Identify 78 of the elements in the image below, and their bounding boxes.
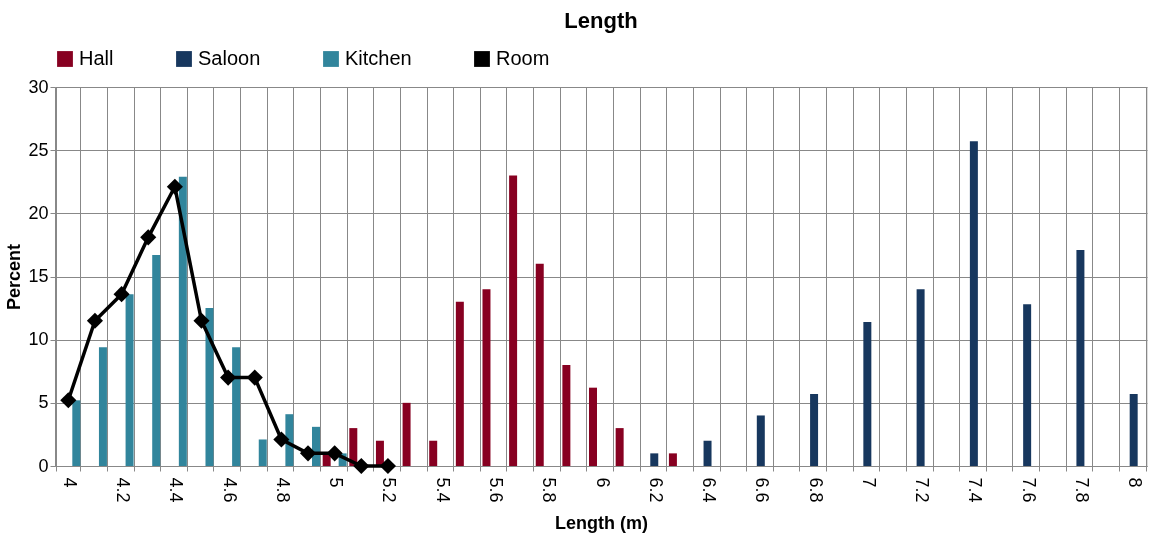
y-tick-label: 0 — [38, 455, 49, 476]
bar — [429, 440, 438, 466]
legend-label: Room — [496, 47, 550, 69]
bar — [810, 393, 819, 466]
legend-label: Kitchen — [345, 47, 412, 69]
x-tick-label: 7.4 — [965, 477, 986, 503]
bar — [650, 453, 659, 466]
x-tick-label: 5 — [326, 477, 347, 488]
x-tick-label: 6.4 — [699, 477, 720, 503]
bar — [535, 263, 544, 466]
bar — [969, 141, 978, 466]
bar — [98, 347, 107, 466]
x-tick-label: 6.6 — [752, 477, 773, 503]
x-tick-label: 5.4 — [432, 477, 453, 503]
bar — [916, 289, 925, 466]
bar — [232, 347, 241, 466]
y-tick-label: 5 — [38, 392, 49, 413]
point — [273, 431, 290, 448]
point — [86, 312, 104, 329]
legend-label: Saloon — [198, 47, 261, 69]
point — [60, 392, 77, 409]
bar — [509, 175, 518, 466]
x-tick-label: 8 — [1125, 477, 1146, 488]
bar — [125, 294, 134, 466]
bar — [1023, 304, 1032, 466]
y-tick-label: 20 — [28, 202, 49, 223]
bar — [402, 402, 411, 466]
x-tick-label: 5.6 — [485, 477, 506, 503]
x-tick-label: 5.8 — [539, 477, 560, 503]
bar — [312, 426, 321, 466]
x-tick-label: 4.8 — [272, 477, 293, 503]
point — [353, 457, 370, 475]
point — [140, 229, 157, 246]
bar — [152, 255, 161, 466]
point — [220, 369, 237, 386]
point — [299, 445, 317, 462]
x-tick-label: 4.2 — [113, 477, 134, 503]
x-tick-label: 7.2 — [912, 477, 933, 503]
bar — [455, 301, 464, 466]
bar — [258, 439, 267, 466]
y-tick-label: 10 — [28, 329, 49, 350]
legend-label: Hall — [79, 47, 114, 69]
x-tick-label: 7.8 — [1071, 477, 1092, 503]
point — [379, 457, 396, 475]
point — [166, 178, 183, 195]
x-tick-label: 6.2 — [645, 477, 666, 503]
x-tick-label: 7 — [858, 477, 879, 488]
bar — [668, 453, 677, 466]
bar — [703, 440, 712, 466]
x-tick-label: 4.4 — [166, 477, 187, 503]
y-tick-label: 25 — [28, 139, 49, 160]
point — [326, 445, 343, 462]
bar — [562, 364, 571, 466]
x-tick-label: 4 — [59, 477, 80, 488]
y-tick-label: 15 — [28, 266, 49, 286]
bar — [756, 415, 765, 466]
x-tick-label: 5.2 — [379, 477, 400, 503]
y-axis-title: Percent — [4, 243, 25, 311]
x-tick-label: 6.8 — [805, 477, 826, 503]
bar — [615, 428, 624, 466]
bar — [1129, 393, 1138, 466]
y-tick-label: 30 — [28, 76, 49, 97]
bar — [178, 176, 187, 466]
point — [113, 286, 130, 303]
x-tick-label: 6 — [592, 477, 613, 488]
bar — [589, 387, 597, 466]
bar — [375, 440, 384, 466]
chart-title: Length — [564, 8, 638, 33]
bar — [72, 400, 81, 466]
bar — [863, 321, 872, 466]
point — [246, 369, 263, 386]
bar — [482, 289, 491, 466]
x-axis-title: Length (m) — [555, 512, 648, 533]
x-tick-label: 4.6 — [219, 477, 240, 503]
point — [193, 312, 210, 329]
bar — [1076, 249, 1085, 466]
bar — [205, 308, 214, 466]
x-tick-label: 7.6 — [1018, 477, 1039, 503]
